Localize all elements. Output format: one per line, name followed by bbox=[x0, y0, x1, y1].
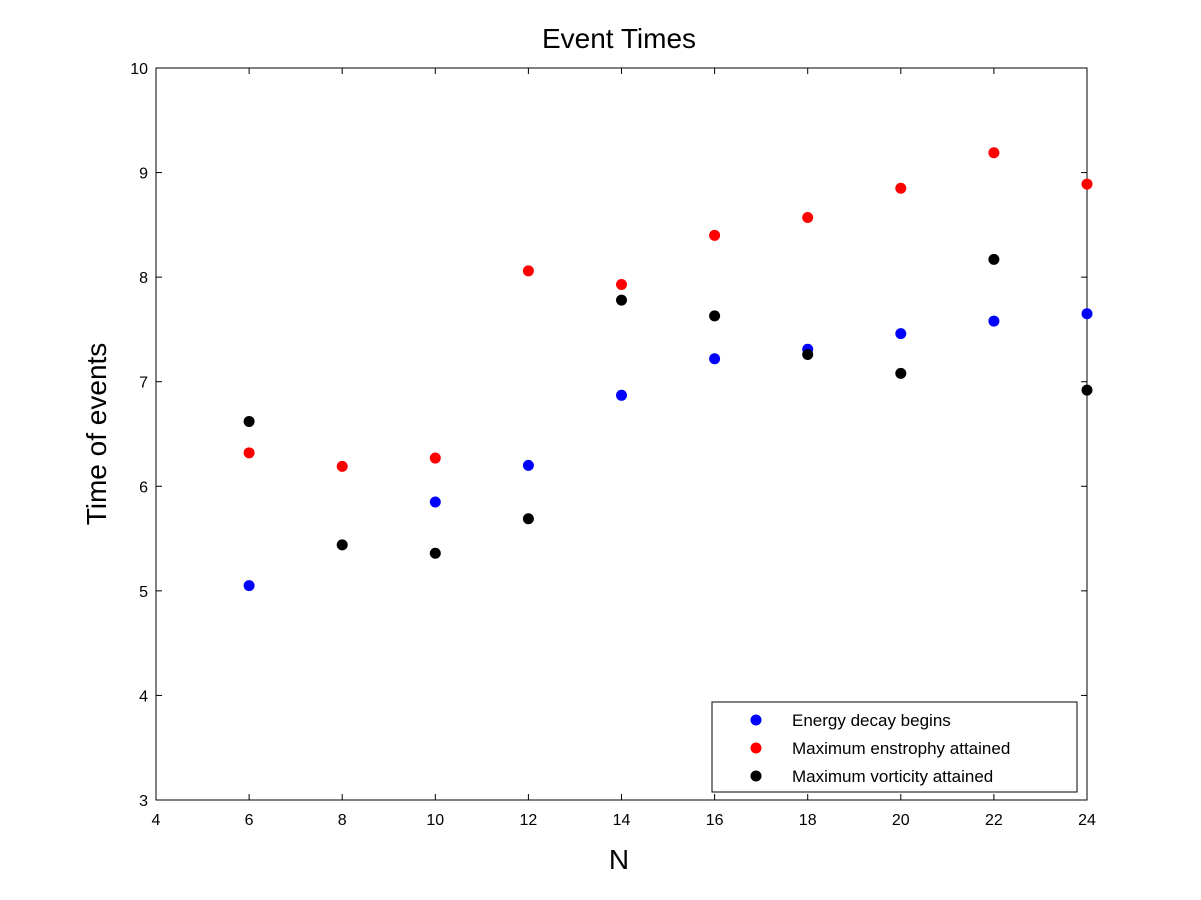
y-tick-label: 3 bbox=[139, 793, 148, 810]
data-point bbox=[1081, 178, 1093, 190]
data-point bbox=[429, 547, 441, 559]
x-tick-label: 6 bbox=[245, 812, 254, 829]
data-point bbox=[1081, 308, 1093, 320]
legend-marker bbox=[750, 742, 762, 754]
data-point bbox=[616, 278, 627, 290]
x-tick-label: 20 bbox=[892, 812, 910, 829]
data-point bbox=[243, 447, 255, 459]
legend-marker bbox=[750, 770, 762, 782]
data-point bbox=[522, 459, 534, 471]
data-point bbox=[1081, 384, 1093, 396]
x-axis-title: N bbox=[609, 844, 629, 875]
data-point bbox=[522, 513, 534, 525]
data-point bbox=[616, 389, 627, 401]
legend-box bbox=[711, 701, 1078, 793]
data-point bbox=[895, 182, 907, 194]
chart-title: Event Times bbox=[542, 23, 696, 54]
data-point bbox=[243, 415, 255, 427]
x-tick-label: 4 bbox=[152, 812, 161, 829]
data-point bbox=[709, 353, 721, 365]
x-tick-label: 8 bbox=[338, 812, 347, 829]
legend-label: Maximum enstrophy attained bbox=[792, 739, 1010, 758]
x-tick-label: 24 bbox=[1078, 812, 1096, 829]
y-axis-title: Time of events bbox=[81, 343, 112, 526]
data-point bbox=[336, 539, 348, 551]
x-tick-label: 14 bbox=[613, 812, 631, 829]
y-tick-label: 4 bbox=[139, 688, 148, 705]
data-point bbox=[802, 349, 814, 361]
data-point bbox=[988, 315, 1000, 327]
x-tick-label: 16 bbox=[706, 812, 724, 829]
x-tick-label: 12 bbox=[520, 812, 538, 829]
y-tick-label: 8 bbox=[139, 270, 148, 287]
y-tick-label: 6 bbox=[139, 479, 148, 496]
legend-label: Maximum vorticity attained bbox=[792, 767, 993, 786]
data-point bbox=[802, 212, 814, 224]
data-point bbox=[336, 460, 348, 472]
data-point bbox=[243, 580, 255, 592]
legend-marker bbox=[750, 714, 762, 726]
y-tick-label: 5 bbox=[139, 584, 148, 601]
data-point bbox=[895, 367, 907, 379]
x-tick-label: 22 bbox=[985, 812, 1003, 829]
data-point bbox=[522, 265, 534, 277]
data-point bbox=[988, 147, 1000, 159]
legend: Energy decay begins Maximum enstrophy att… bbox=[711, 701, 1078, 793]
data-point bbox=[616, 294, 627, 306]
data-point bbox=[429, 452, 441, 464]
data-point bbox=[429, 496, 441, 508]
y-tick-label: 9 bbox=[139, 166, 148, 183]
data-point bbox=[895, 328, 907, 340]
y-tick-label: 10 bbox=[130, 61, 148, 78]
plot-area bbox=[155, 67, 1088, 801]
legend-label: Energy decay begins bbox=[792, 711, 951, 730]
x-tick-label: 10 bbox=[426, 812, 444, 829]
y-tick-label: 7 bbox=[139, 375, 148, 392]
data-point bbox=[709, 310, 721, 322]
data-point bbox=[709, 229, 721, 241]
data-points bbox=[243, 147, 1093, 592]
x-tick-label: 18 bbox=[799, 812, 817, 829]
data-point bbox=[988, 253, 1000, 265]
